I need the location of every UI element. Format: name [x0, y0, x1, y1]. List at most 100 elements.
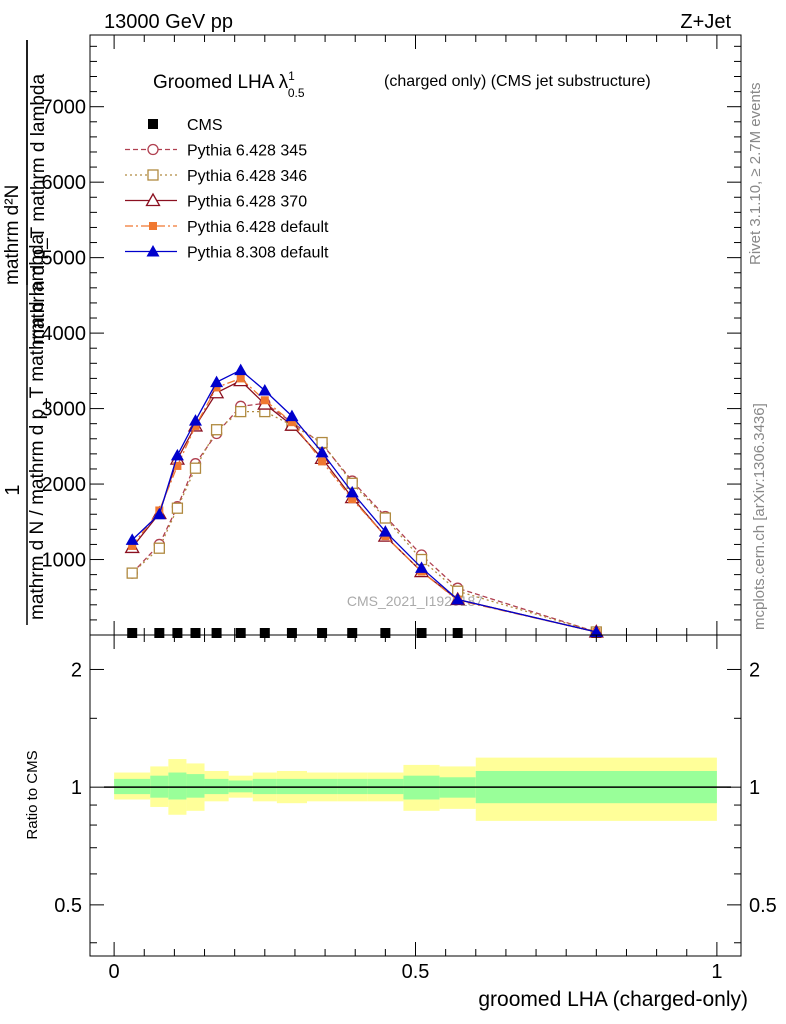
series-point	[125, 533, 139, 545]
xaxis-label: groomed LHA (charged-only)	[478, 988, 748, 1011]
series-point	[173, 461, 182, 470]
y-tick-label: 5000	[42, 248, 87, 270]
series-point	[451, 593, 465, 605]
series-line	[131, 369, 597, 633]
mcplots-label: mcplots.cern.ch [arXiv:1306.3436]	[751, 403, 768, 630]
ratio-tick-label: 1	[71, 777, 82, 799]
ratio-tick-label-right: 1	[749, 777, 760, 799]
legend-item: Pythia 6.428 370	[125, 192, 307, 211]
header-process: Z+Jet	[680, 11, 731, 33]
series-point	[208, 384, 225, 399]
legend: CMS Pythia 6.428 345 Pythia 6.428 346 Pythi…	[125, 117, 329, 262]
y-tick-label: 7000	[42, 97, 87, 119]
ratio-tick-label: 0.5	[54, 895, 82, 917]
legend-marker	[147, 143, 159, 156]
series-point	[212, 383, 221, 392]
ratio-inner-band	[168, 772, 187, 800]
y-tick-label: 6000	[42, 172, 87, 194]
series-point	[152, 507, 166, 520]
ratio-inner-band	[186, 774, 205, 798]
watermark: CMS_2021_I1920187	[347, 593, 483, 609]
ratio-ylabel: Ratio to CMS	[24, 750, 41, 839]
main-ylabel: 1 mathrm d N / mathrm d p_T mathrm d lam…	[2, 40, 49, 625]
series-point	[287, 418, 296, 427]
series-point	[348, 495, 357, 504]
legend-marker	[148, 119, 158, 129]
series-5	[125, 363, 603, 637]
series-point	[345, 485, 359, 498]
legend-marker	[145, 192, 161, 207]
ylabel-denominator: mathrm d p_T mathrm d lambda	[28, 74, 49, 345]
series-point	[191, 421, 200, 430]
series-point	[189, 462, 202, 474]
series-point	[210, 375, 224, 388]
series-point	[127, 628, 138, 638]
legend-item: Pythia 6.428 346	[125, 168, 307, 185]
series-point	[235, 405, 247, 418]
series-line	[131, 379, 597, 633]
legend-label: Pythia 6.428 345	[187, 143, 307, 160]
y-tick-label: 4000	[42, 323, 87, 345]
legend-label: Pythia 6.428 370	[187, 194, 307, 211]
legend-marker	[146, 245, 160, 257]
series-point	[172, 628, 183, 638]
rivet-label: Rivet 3.1.10, ≥ 2.7M events	[747, 83, 764, 266]
header-energy: 13000 GeV pp	[104, 11, 233, 33]
series-point	[190, 628, 201, 638]
series-point	[153, 542, 165, 554]
ratio-tick-label-right: 0.5	[749, 895, 777, 917]
series-line	[131, 402, 597, 633]
title-rest: (charged only) (CMS jet substructure)	[384, 73, 651, 90]
series-point	[416, 628, 427, 638]
ratio-x-ticks: 0 0.5 1	[109, 635, 722, 983]
series-point	[126, 567, 138, 579]
series-point	[259, 628, 270, 638]
title-main: Groomed LHA λ	[153, 72, 289, 93]
y-tick-label: 3000	[42, 399, 87, 421]
legend-marker	[147, 169, 159, 181]
main-panel: 1000 2000 3000 4000 5000 6000 7000 CMS_2021_I1…	[42, 34, 742, 638]
series-point	[315, 445, 329, 458]
series-point	[260, 396, 269, 405]
chart-title: Groomed LHA λ1 0.5	[153, 69, 305, 100]
legend-label: CMS	[187, 117, 223, 134]
x-tick-label: 1	[711, 961, 722, 983]
series-point	[154, 628, 165, 638]
x-tick-label: 0	[109, 961, 120, 983]
series-point	[235, 628, 246, 638]
main-series	[124, 363, 604, 638]
legend-item: Pythia 6.428 345	[125, 143, 307, 160]
y-tick-label: 2000	[42, 474, 87, 496]
legend-label: Pythia 8.308 default	[187, 245, 329, 262]
series-point	[171, 502, 184, 514]
legend-label: Pythia 6.428 default	[187, 219, 329, 236]
series-point	[347, 628, 358, 638]
series-point	[318, 457, 327, 466]
ratio-tick-label-right: 2	[749, 659, 760, 681]
ratio-y-ticks: 0.5 0.5 1 1 2 2	[54, 659, 777, 944]
legend-label: Pythia 6.428 346	[187, 168, 307, 185]
series-point	[589, 625, 603, 637]
legend-item: CMS	[148, 117, 223, 134]
title-sub: 0.5	[288, 86, 305, 100]
ratio-tick-label: 2	[71, 659, 82, 681]
series-point	[258, 383, 272, 396]
legend-item: Pythia 6.428 default	[125, 219, 329, 236]
series-point	[236, 374, 245, 383]
series-point	[210, 424, 223, 436]
legend-marker	[149, 222, 157, 230]
series-point	[317, 628, 328, 638]
series-point	[379, 512, 392, 524]
legend-item: Pythia 8.308 default	[125, 245, 329, 262]
series-point	[286, 628, 297, 638]
series-point	[211, 628, 222, 638]
series-point	[285, 409, 299, 422]
ylabel-numerator: mathrm d²N	[2, 185, 23, 285]
y-tick-label: 1000	[42, 550, 87, 572]
series-point	[188, 414, 202, 426]
x-tick-label: 0.5	[402, 961, 430, 983]
series-point	[378, 525, 392, 537]
series-point	[452, 628, 463, 638]
